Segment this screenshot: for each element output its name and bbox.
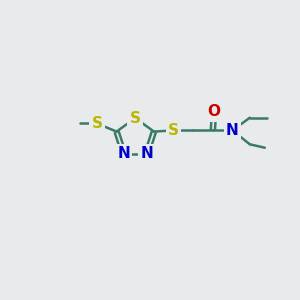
Text: N: N <box>226 123 239 138</box>
Text: O: O <box>208 104 220 119</box>
Text: N: N <box>117 146 130 161</box>
Text: S: S <box>130 110 141 125</box>
Text: S: S <box>168 123 179 138</box>
Text: S: S <box>92 116 103 131</box>
Text: N: N <box>140 146 153 161</box>
